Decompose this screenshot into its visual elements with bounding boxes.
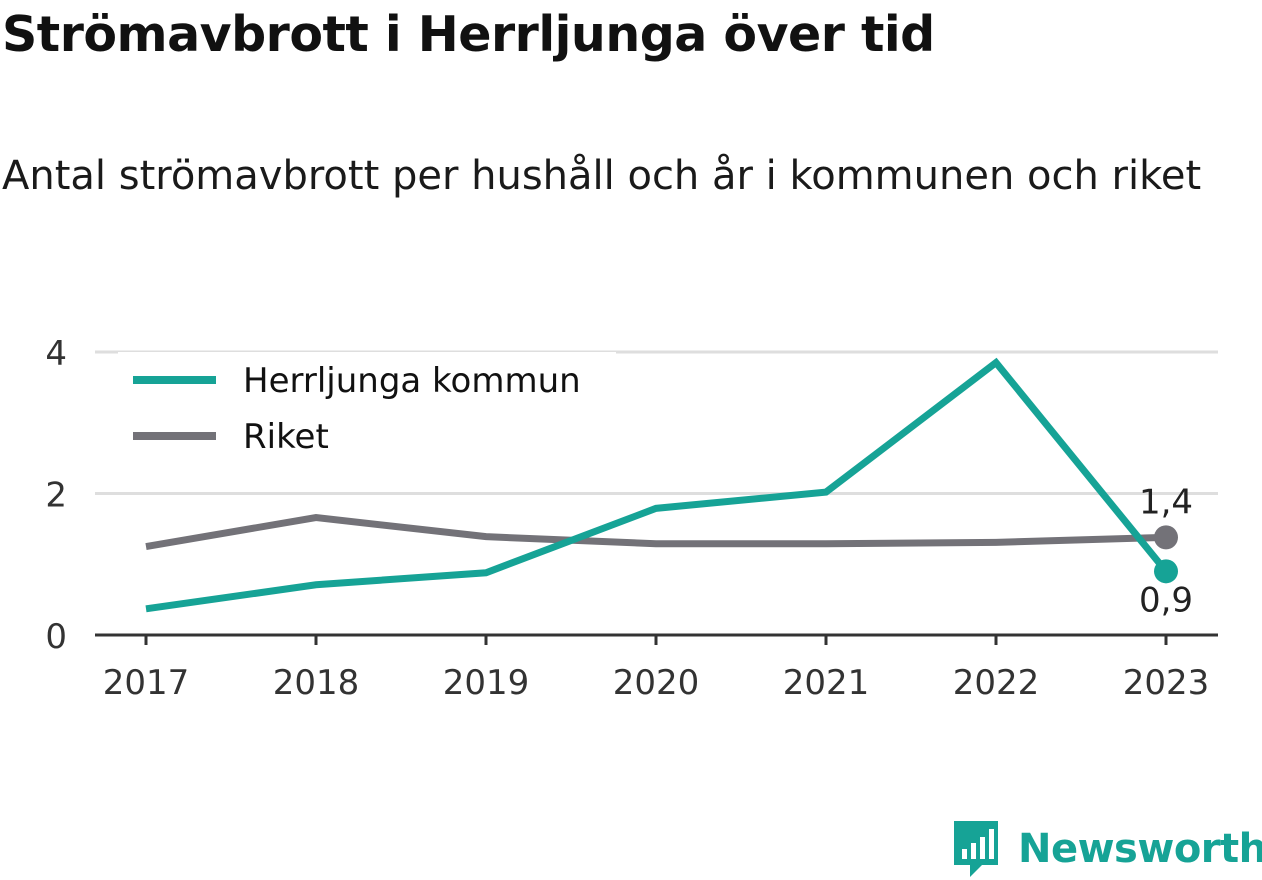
- chart-title: Strömavbrott i Herrljunga över tid: [2, 6, 935, 63]
- y-tick-label: 0: [45, 617, 67, 657]
- chart-subtitle: Antal strömavbrott per hushåll och år i …: [2, 153, 1202, 199]
- x-tick-label: 2023: [1123, 663, 1210, 703]
- y-tick-label: 2: [45, 476, 67, 516]
- x-tick-label: 2017: [103, 663, 190, 703]
- end-value-label: 1,4: [1139, 482, 1193, 522]
- x-tick-label: 2020: [613, 663, 700, 703]
- y-tick-label: 4: [45, 334, 67, 374]
- legend-box: [118, 352, 616, 470]
- end-value-label: 0,9: [1139, 580, 1193, 620]
- x-tick-label: 2021: [783, 663, 870, 703]
- legend-label: Herrljunga kommun: [243, 361, 581, 401]
- newsworthy-logo-icon: [954, 821, 998, 877]
- x-tick-label: 2018: [273, 663, 360, 703]
- end-point-marker: [1154, 525, 1178, 550]
- x-tick-label: 2019: [443, 663, 530, 703]
- series-line: [145, 357, 1169, 613]
- legend-label: Riket: [243, 417, 329, 457]
- series-line: [145, 514, 1167, 551]
- x-tick-label: 2022: [953, 663, 1040, 703]
- end-point-marker: [1154, 559, 1178, 584]
- brand-name: Newsworthy: [1018, 826, 1262, 872]
- brand-logo: Newsworthy: [952, 818, 1262, 880]
